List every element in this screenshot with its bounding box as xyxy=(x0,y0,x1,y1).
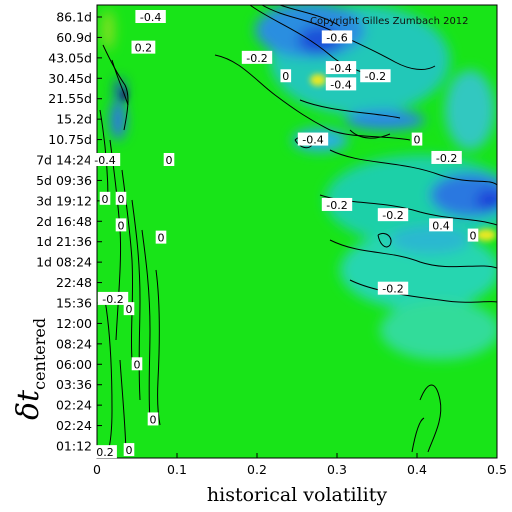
x-tick-label: 0.2 xyxy=(247,462,267,477)
x-tick-label: 0 xyxy=(93,462,101,477)
contour-label: -0.2 xyxy=(436,152,457,165)
contour-label: 0.2 xyxy=(96,446,114,459)
contour-label-bg xyxy=(321,30,353,44)
contour-label: 0 xyxy=(126,303,133,316)
copyright-text: Copyright Gilles Zumbach 2012 xyxy=(310,16,469,27)
contour-label-bg xyxy=(429,218,453,232)
x-tick-label: 0.3 xyxy=(327,462,347,477)
contour-label-bg xyxy=(89,153,121,166)
y-axis: 86.1d 60.9d 43.05d 30.45d 21.55d 15.2d 10.75d 7… xyxy=(36,10,102,454)
contour-label: 0 xyxy=(414,134,421,147)
contour-label-bg xyxy=(377,208,409,222)
contour-label: 0 xyxy=(118,193,125,206)
contour-label-bg xyxy=(411,132,423,146)
contour-label-bg xyxy=(97,291,129,305)
y-axis-label-main: δt xyxy=(11,389,46,420)
heatmap-field xyxy=(102,5,497,360)
contour-label: 0 xyxy=(166,154,173,167)
contour-label-bg xyxy=(431,150,462,164)
contour-label-bg xyxy=(115,218,127,232)
y-tick-label: 02:24 xyxy=(56,398,92,413)
y-tick-label: 15.2d xyxy=(56,112,92,127)
heatmap-highlights xyxy=(121,74,496,241)
x-tick-label: 0.4 xyxy=(407,462,427,477)
contour-lines xyxy=(99,5,497,453)
contour-label-bg xyxy=(360,69,391,83)
contour-label: 0 xyxy=(282,70,289,83)
y-tick-label: 2d 16:48 xyxy=(36,214,92,229)
contour-label: -0.4 xyxy=(140,11,161,24)
contour-label: 0.4 xyxy=(432,219,450,232)
contour-label-bg xyxy=(123,443,135,457)
contour-label: 0 xyxy=(470,230,477,243)
contour-label-bg xyxy=(241,50,273,64)
x-axis: 0 0.1 0.2 0.3 0.4 0.5 xyxy=(93,453,507,477)
y-tick-label: 60.9d xyxy=(56,30,92,45)
y-tick-label: 43.05d xyxy=(48,50,92,65)
plot-frame xyxy=(96,4,498,459)
y-tick-label: 10.75d xyxy=(48,132,92,147)
y-tick-label: 5d 09:36 xyxy=(36,173,92,188)
y-tick-label: 1d 08:24 xyxy=(36,255,92,270)
y-tick-label: 21.55d xyxy=(48,91,92,106)
plot-area xyxy=(97,5,497,458)
contour-label-bg xyxy=(155,230,167,244)
contour-label-bg xyxy=(99,191,111,205)
y-tick-label: 30.45d xyxy=(48,71,92,86)
contour-label-bg xyxy=(115,191,127,205)
y-tick-label: 12:00 xyxy=(56,316,92,331)
contour-label: 0 xyxy=(158,232,165,245)
contour-label-bg xyxy=(321,197,353,211)
svg-text:δtcentered: δtcentered xyxy=(11,318,49,420)
y-tick-label: 1d 21:36 xyxy=(36,234,92,249)
contour-label: 0 xyxy=(134,358,141,371)
contour-label-bg xyxy=(297,132,329,146)
contour-label: -0.6 xyxy=(326,31,347,44)
contour-label: 0 xyxy=(126,444,133,457)
contour-label-bg xyxy=(131,40,156,54)
y-axis-label-sub: centered xyxy=(30,318,49,390)
x-tick-label: 0.5 xyxy=(487,462,507,477)
y-tick-label: 22:48 xyxy=(56,275,92,290)
y-tick-label: 3d 19:12 xyxy=(36,193,92,208)
contour-labels: -0.40.2-0.20-0.6-0.4-0.4-0.2-0.4 0-0.2-0.… xyxy=(89,10,479,459)
contour-label: -0.4 xyxy=(330,78,351,91)
contour-label-bg xyxy=(467,228,479,242)
contour-label: -0.4 xyxy=(94,154,115,167)
x-axis-label: historical volatility xyxy=(207,484,387,506)
contour-label: -0.2 xyxy=(365,70,386,83)
contour-label-bg xyxy=(280,69,292,83)
y-axis-label: δtcentered xyxy=(11,318,49,420)
y-tick-label: 86.1d xyxy=(56,10,92,25)
contour-label-bg xyxy=(93,445,117,459)
contour-label: -0.2 xyxy=(382,209,403,222)
y-tick-label: 7d 14:24 xyxy=(36,153,92,168)
contour-label: 0 xyxy=(118,219,125,232)
contour-label: -0.2 xyxy=(246,52,267,65)
contour-label-bg xyxy=(325,61,357,75)
y-tick-label: 03:36 xyxy=(56,377,92,392)
contour-label: 0.2 xyxy=(135,42,153,55)
contour-label-bg xyxy=(147,412,159,426)
contour-label-bg xyxy=(123,302,135,316)
contour-label: 0 xyxy=(102,193,109,206)
contour-label-bg xyxy=(377,281,409,295)
y-tick-label: 01:12 xyxy=(56,439,92,454)
contour-label: -0.2 xyxy=(382,283,403,296)
contour-label-bg xyxy=(131,357,143,371)
y-tick-label: 15:36 xyxy=(56,296,92,311)
contour-label: 0 xyxy=(150,413,157,426)
y-tick-label: 02:24 xyxy=(56,418,92,433)
y-tick-label: 06:00 xyxy=(56,357,92,372)
contour-label: -0.4 xyxy=(330,62,351,75)
contour-label-bg xyxy=(135,10,166,23)
contour-label-bg xyxy=(163,153,175,166)
contour-label: -0.4 xyxy=(302,134,323,147)
contour-label: -0.2 xyxy=(326,199,347,212)
contour-label: -0.2 xyxy=(102,293,123,306)
y-tick-label: 08:24 xyxy=(56,336,92,351)
x-tick-label: 0.1 xyxy=(167,462,187,477)
contour-label-bg xyxy=(325,77,357,91)
